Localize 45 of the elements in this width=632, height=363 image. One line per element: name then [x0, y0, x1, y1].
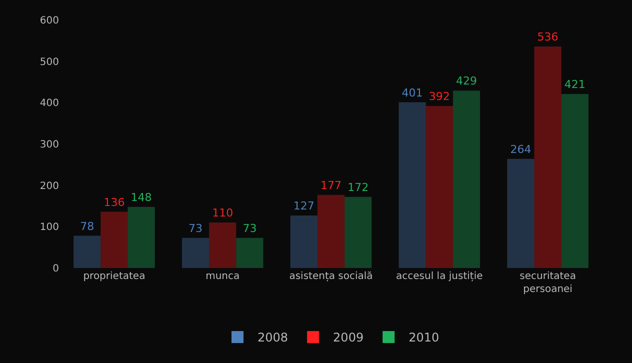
bar [344, 196, 372, 268]
y-tick-label: 0 [52, 264, 59, 274]
data-label: 177 [320, 178, 342, 192]
bar [182, 238, 210, 268]
bar [452, 90, 480, 268]
x-tick-label: securitatea persoanei [520, 271, 576, 295]
y-tick-label: 100 [40, 222, 59, 234]
x-tick-label: proprietatea [83, 271, 146, 282]
legend-label: 2010 [408, 330, 440, 345]
data-label: 78 [80, 220, 94, 233]
y-tick-label: 300 [40, 140, 59, 150]
x-tick-label: accesul la justiție [396, 271, 483, 282]
data-label: 392 [428, 90, 450, 103]
bar [534, 46, 562, 268]
y-tick-label: 400 [40, 98, 59, 110]
bar [507, 158, 534, 268]
bar [317, 194, 345, 268]
y-tick-label: 500 [40, 56, 59, 68]
data-label: 429 [456, 74, 477, 88]
data-label: 136 [104, 196, 125, 209]
data-label: 73 [188, 222, 202, 235]
data-label: 401 [402, 86, 423, 100]
data-label: 148 [130, 190, 152, 204]
data-label: 127 [293, 200, 314, 213]
bar [236, 238, 264, 268]
data-label: 172 [348, 180, 369, 194]
bar [398, 102, 426, 268]
bar [74, 236, 101, 268]
y-tick-label: 600 [40, 16, 59, 26]
bar [100, 212, 128, 268]
x-tick-label: munca [206, 271, 240, 282]
bar [128, 206, 155, 268]
bar [426, 106, 453, 268]
data-label: 73 [242, 222, 257, 235]
data-label: 264 [510, 142, 532, 156]
x-tick-label: asistența socială [289, 271, 373, 282]
bar [561, 94, 588, 268]
y-tick-label: 200 [40, 180, 59, 192]
bar [290, 216, 318, 268]
legend-label: 2008 [258, 330, 288, 345]
bar [209, 222, 236, 268]
data-label: 536 [537, 30, 558, 44]
data-label: 110 [212, 206, 234, 220]
legend-label: 2009 [333, 330, 364, 345]
data-label: 421 [564, 78, 586, 91]
